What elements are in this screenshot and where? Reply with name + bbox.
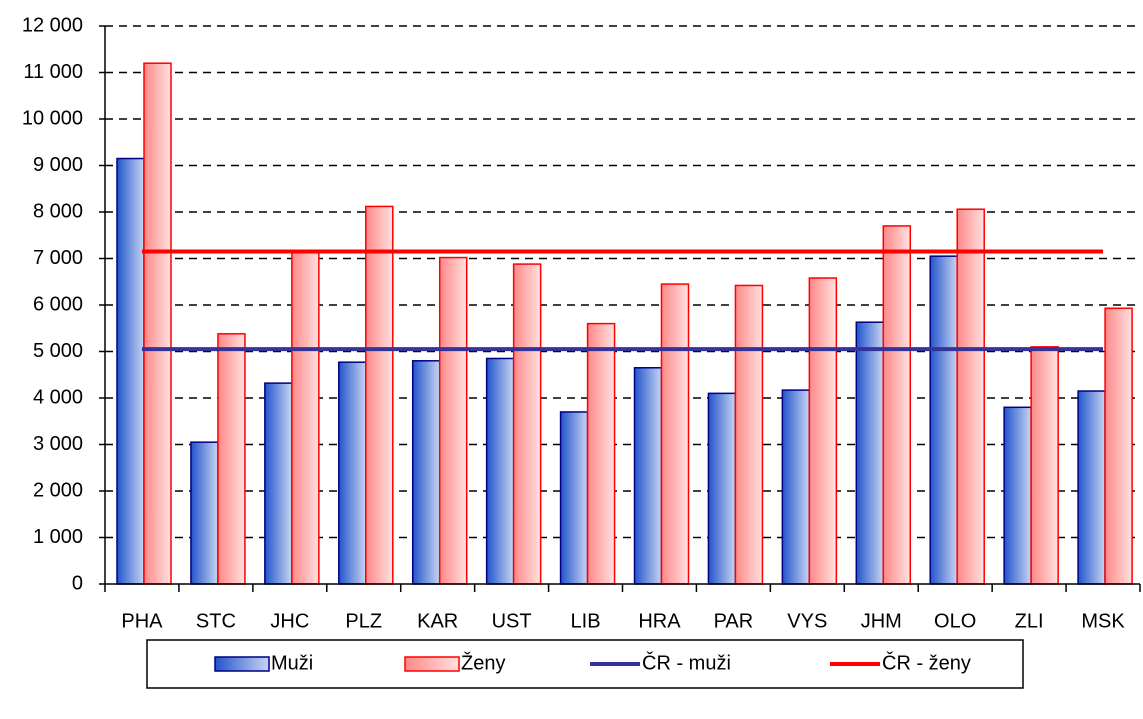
- bar: [1104, 307, 1133, 585]
- x-tick-label: HRA: [638, 610, 681, 632]
- legend-label: Ženy: [461, 651, 505, 674]
- bar: [734, 284, 764, 585]
- bar: [264, 382, 293, 585]
- bar: [291, 250, 320, 585]
- bar: [781, 389, 811, 585]
- bar: [338, 361, 367, 585]
- bar: [559, 411, 589, 585]
- y-tick-label: 5 000: [33, 340, 83, 362]
- legend-label: ČR - ženy: [882, 651, 971, 674]
- bar: [217, 333, 246, 585]
- bar: [586, 322, 616, 585]
- y-tick-label: 10 000: [22, 107, 83, 129]
- y-tick-label: 11 000: [23, 61, 83, 83]
- x-tick-label: MSK: [1081, 610, 1125, 632]
- legend-swatch: [404, 656, 460, 672]
- x-tick-label: VYS: [787, 610, 827, 632]
- bar: [438, 256, 468, 585]
- bar: [929, 255, 958, 585]
- bar: [633, 367, 663, 585]
- x-tick-label: STC: [196, 610, 236, 632]
- bar: [190, 441, 219, 585]
- y-tick-label: 0: [72, 572, 83, 594]
- y-tick-label: 8 000: [33, 200, 83, 222]
- legend-swatch: [214, 656, 270, 672]
- bar: [1030, 346, 1059, 585]
- bar: [956, 208, 985, 585]
- y-tick-label: 1 000: [33, 526, 83, 548]
- x-tick-label: OLO: [934, 610, 976, 632]
- y-tick-label: 12 000: [22, 14, 83, 36]
- bar: [116, 157, 145, 585]
- x-tick-label: UST: [492, 610, 532, 632]
- x-tick-label: PLZ: [345, 610, 382, 632]
- x-tick-label: PHA: [121, 610, 163, 632]
- bar: [365, 205, 394, 585]
- bar: [411, 360, 441, 585]
- bar: [485, 357, 515, 585]
- y-tick-label: 3 000: [33, 433, 83, 455]
- x-tick-label: KAR: [417, 610, 458, 632]
- bar: [808, 277, 838, 585]
- x-tick-label: JHM: [861, 610, 902, 632]
- bar: [707, 392, 737, 585]
- x-tick-label: LIB: [571, 610, 601, 632]
- y-tick-label: 4 000: [33, 386, 83, 408]
- x-tick-label: PAR: [714, 610, 754, 632]
- bar: [143, 62, 172, 585]
- legend-label: Muži: [271, 652, 313, 674]
- bar: [512, 263, 542, 585]
- bar: [660, 283, 690, 585]
- y-tick-label: 6 000: [33, 293, 83, 315]
- x-tick-label: ZLI: [1015, 610, 1044, 632]
- y-tick-label: 9 000: [33, 154, 83, 176]
- bar: [882, 225, 912, 585]
- y-tick-label: 7 000: [33, 247, 83, 269]
- bar: [1003, 406, 1032, 585]
- y-tick-label: 2 000: [33, 479, 83, 501]
- bar: [855, 321, 885, 585]
- x-tick-label: JHC: [270, 610, 309, 632]
- bar: [1077, 390, 1106, 585]
- legend: Muži Ženy ČR - muži ČR - ženy: [146, 639, 1024, 689]
- legend-label: ČR - muži: [642, 651, 731, 674]
